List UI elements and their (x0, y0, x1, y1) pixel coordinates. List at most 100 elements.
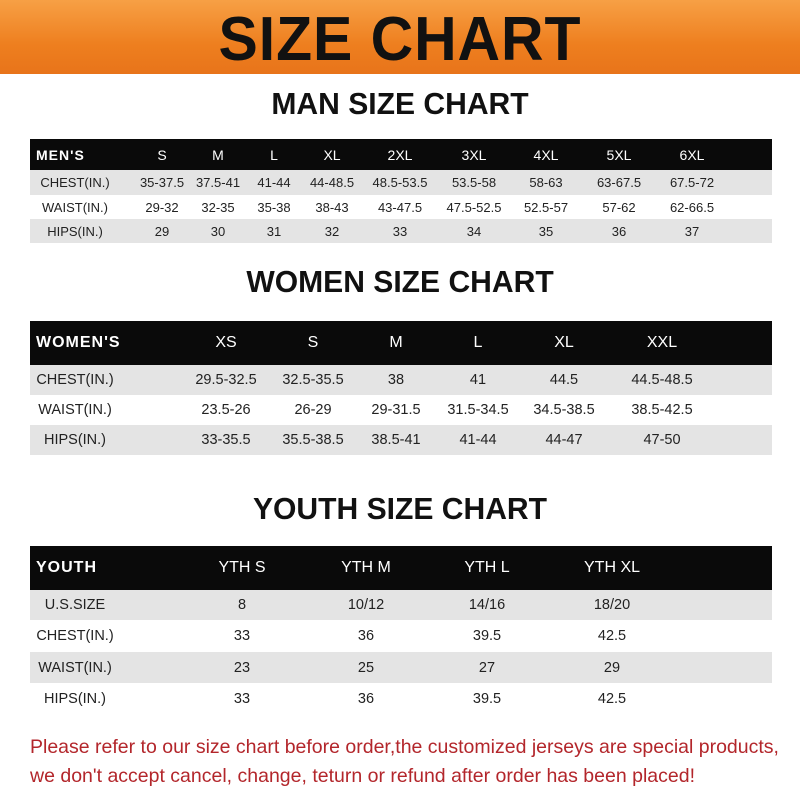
table-row: WAIST(IN.) 23.5-26 26-29 29-31.5 31.5-34.5 34… (30, 395, 772, 425)
measurement-label: HIPS(IN.) (47, 223, 103, 239)
table-cell: 67.5-72 (669, 175, 715, 190)
table-cell: 10/12 (347, 597, 385, 613)
table-cell: 33 (392, 223, 408, 239)
table-cell: 32.5-35.5 (282, 372, 344, 388)
measurement-label: HIPS(IN.) (43, 691, 107, 707)
men-section-title: MAN SIZE CHART (271, 86, 529, 121)
size-header-cell: YTH L (464, 559, 510, 576)
measurement-label: WAIST(IN.) (42, 199, 108, 215)
table-cell: 33 (233, 628, 251, 644)
measurement-label: WAIST(IN.) (38, 659, 112, 676)
size-header-cell: M (212, 146, 224, 163)
measurement-label: CHEST(IN.) (36, 628, 114, 644)
table-cell: 39.5 (472, 691, 502, 707)
women-section-title: WOMEN SIZE CHART (246, 264, 554, 299)
table-cell: 47.5-52.5 (446, 199, 502, 215)
table-cell: 36 (357, 628, 375, 644)
table-cell: 30 (210, 223, 226, 239)
table-cell: 29 (154, 223, 170, 239)
table-cell: 48.5-53.5 (372, 175, 428, 190)
table-cell: 38.5-41 (371, 432, 421, 448)
table-cell: 34 (466, 223, 482, 239)
table-cell: 41-44 (257, 175, 291, 190)
table-cell: 25 (357, 659, 375, 676)
measurement-label: HIPS(IN.) (43, 432, 107, 448)
table-cell: 44-47 (545, 432, 583, 448)
size-header-cell: 2XL (387, 146, 413, 163)
table-row: HIPS(IN.) 33 36 39.5 42.5 (30, 683, 772, 715)
measurement-label: CHEST(IN.) (36, 372, 114, 388)
size-header-cell: XL (323, 146, 341, 163)
table-row: U.S.SIZE 8 10/12 14/16 18/20 (30, 590, 772, 620)
table-cell: 44.5-48.5 (631, 372, 693, 388)
table-cell: 32-35 (201, 199, 235, 215)
size-header-cell: XL (554, 334, 574, 351)
table-cell: 52.5-57 (523, 199, 569, 215)
table-cell: 43-47.5 (377, 199, 423, 215)
order-notice: Please refer to our size chart before or… (30, 733, 790, 791)
table-cell: 44-48.5 (309, 175, 355, 190)
table-cell: 58-63 (529, 175, 563, 190)
table-cell: 37.5-41 (195, 175, 241, 190)
size-header-cell: XXL (646, 334, 678, 351)
table-cell: 35 (538, 223, 554, 239)
table-cell: 38-43 (315, 199, 349, 215)
table-cell: 26-29 (294, 402, 332, 418)
table-cell: 36 (357, 691, 375, 707)
table-cell: 35-38 (257, 199, 291, 215)
table-cell: 57-62 (602, 199, 636, 215)
table-category-label: WOMEN'S (36, 334, 121, 351)
measurement-label: WAIST(IN.) (38, 402, 112, 418)
measurement-label: U.S.SIZE (44, 597, 106, 613)
table-cell: 29 (603, 659, 621, 676)
table-cell: 31.5-34.5 (447, 402, 509, 418)
size-header-cell: YTH S (218, 559, 266, 576)
table-cell: 53.5-58 (451, 175, 497, 190)
table-cell: 8 (237, 597, 247, 613)
size-header-cell: M (389, 334, 403, 351)
table-cell: 62-66.5 (669, 199, 715, 215)
table-cell: 29-31.5 (371, 402, 421, 418)
size-header-cell: YTH XL (583, 559, 641, 576)
table-row: WAIST(IN.) 23 25 27 29 (30, 652, 772, 683)
table-cell: 63-67.5 (596, 175, 642, 190)
men-size-table: MEN'S S M L XL 2XL 3XL 4XL 5XL 6XL CHEST(IN.) 35-37… (30, 139, 772, 243)
table-cell: 47-50 (643, 432, 681, 448)
table-cell: 34.5-38.5 (533, 402, 595, 418)
table-header-row: WOMEN'S XS S M L XL XXL (30, 321, 772, 365)
table-cell: 44.5 (549, 372, 579, 388)
table-cell: 31 (266, 223, 282, 239)
order-notice-line-1: Please refer to our size chart before or… (30, 736, 779, 758)
table-row: HIPS(IN.) 29 30 31 32 33 34 35 36 37 (30, 219, 772, 243)
table-cell: 37 (684, 223, 700, 239)
table-row: HIPS(IN.) 33-35.5 35.5-38.5 38.5-41 41-44 44-… (30, 425, 772, 455)
table-cell: 42.5 (597, 628, 627, 644)
table-cell: 29.5-32.5 (195, 372, 257, 388)
page-title: SIZE CHART (218, 5, 582, 74)
size-header-cell: 4XL (533, 146, 559, 163)
table-cell: 23.5-26 (201, 402, 251, 418)
table-cell: 39.5 (472, 628, 502, 644)
size-header-cell: S (307, 334, 319, 351)
table-cell: 41-44 (459, 432, 497, 448)
table-cell: 38.5-42.5 (631, 402, 693, 418)
table-cell: 14/16 (468, 597, 506, 613)
table-cell: 29-32 (145, 199, 179, 215)
measurement-label: CHEST(IN.) (40, 175, 110, 190)
table-cell: 32 (324, 223, 340, 239)
size-header-cell: 6XL (679, 146, 705, 163)
banner: SIZE CHART (0, 0, 800, 74)
size-header-cell: XS (215, 334, 237, 351)
table-category-label: YOUTH (36, 559, 97, 576)
table-row: CHEST(IN.) 35-37.5 37.5-41 41-44 44-48.5 48.5… (30, 170, 772, 195)
table-cell: 41 (469, 372, 487, 388)
order-notice-line-2: we don't accept cancel, change, teturn o… (30, 765, 695, 787)
size-header-cell: L (270, 146, 278, 163)
table-cell: 36 (611, 223, 627, 239)
table-cell: 18/20 (593, 597, 631, 613)
table-cell: 38 (387, 372, 405, 388)
youth-size-table: YOUTH YTH S YTH M YTH L YTH XL U.S.SIZE 8 10/12… (30, 546, 772, 715)
table-cell: 23 (233, 659, 251, 676)
table-row: CHEST(IN.) 29.5-32.5 32.5-35.5 38 41 44.5 44.5… (30, 365, 772, 395)
women-size-table: WOMEN'S XS S M L XL XXL CHEST(IN.) 29.5-32.5 32.5… (30, 321, 772, 455)
